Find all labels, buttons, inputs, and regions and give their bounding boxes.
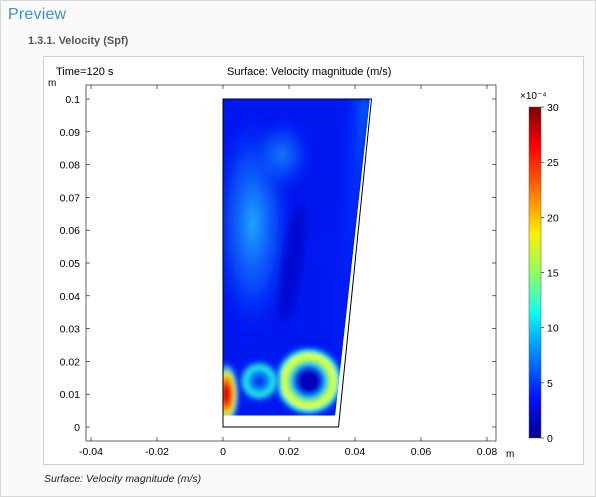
colorbar-exponent: ×10⁻⁴ xyxy=(520,91,547,102)
colorbar xyxy=(528,106,542,439)
velocity-field xyxy=(223,99,370,416)
y-tick-label: 0.06 xyxy=(60,225,81,237)
y-tick-label: 0.01 xyxy=(60,389,81,401)
field-clip-group xyxy=(223,99,370,416)
colorbar-tick-label: 15 xyxy=(547,268,559,280)
preview-title: Preview xyxy=(8,6,67,23)
surface-label: Surface: Velocity magnitude (m/s) xyxy=(227,66,391,78)
figure-caption: Surface: Velocity magnitude (m/s) xyxy=(44,473,202,485)
y-tick-label: 0.03 xyxy=(60,324,81,336)
domain-outline xyxy=(222,98,373,428)
colorbar-tick-label: 0 xyxy=(547,433,553,445)
low-velocity-streak xyxy=(279,203,306,323)
x-tick-label: -0.04 xyxy=(79,446,103,458)
x-tick-label: 0.02 xyxy=(279,446,300,458)
colorbar-tick-label: 20 xyxy=(547,212,559,224)
wall-flow xyxy=(322,99,370,414)
y-tick-label: 0.08 xyxy=(60,160,81,172)
colorbar-tick-label: 5 xyxy=(547,378,553,390)
section-title: 1.3.1. Velocity (Spf) xyxy=(28,35,129,47)
colorbar-ticks: 0 5 10 15 20 25 30 xyxy=(541,102,559,445)
plume-region xyxy=(250,114,315,195)
y-tick-label: 0.07 xyxy=(60,192,81,204)
plot-figure: Time=120 s Surface: Velocity magnitude (… xyxy=(43,56,584,465)
time-label: Time=120 s xyxy=(56,66,114,78)
axis-ticks: -0.04 -0.02 0 0.02 0.04 0.06 0.08 0 0.01 0.02 0.03… xyxy=(60,85,498,458)
y-tick-label: 0.04 xyxy=(60,291,81,303)
y-tick-label: 0.09 xyxy=(60,127,81,139)
x-tick-label: 0.06 xyxy=(411,446,432,458)
velocity-surface-plot: Time=120 s Surface: Velocity magnitude (… xyxy=(48,66,559,460)
small-vortex xyxy=(237,359,282,404)
vortex-ring xyxy=(272,345,345,416)
y-tick-label: 0.02 xyxy=(60,356,81,368)
y-unit-label: m xyxy=(48,78,56,89)
x-tick-label: 0.08 xyxy=(477,446,498,458)
y-tick-label: 0.1 xyxy=(65,94,80,106)
colorbar-tick-label: 30 xyxy=(547,102,559,114)
colorbar-tick-label: 10 xyxy=(547,323,559,335)
x-tick-label: -0.02 xyxy=(145,446,169,458)
x-unit-label: m xyxy=(506,449,514,460)
y-tick-label: 0.05 xyxy=(60,258,81,270)
x-tick-label: 0 xyxy=(220,446,226,458)
left-wall-jet xyxy=(223,360,241,416)
colorbar-tick-label: 25 xyxy=(547,157,559,169)
y-tick-label: 0 xyxy=(74,422,80,434)
x-tick-label: 0.04 xyxy=(345,446,366,458)
